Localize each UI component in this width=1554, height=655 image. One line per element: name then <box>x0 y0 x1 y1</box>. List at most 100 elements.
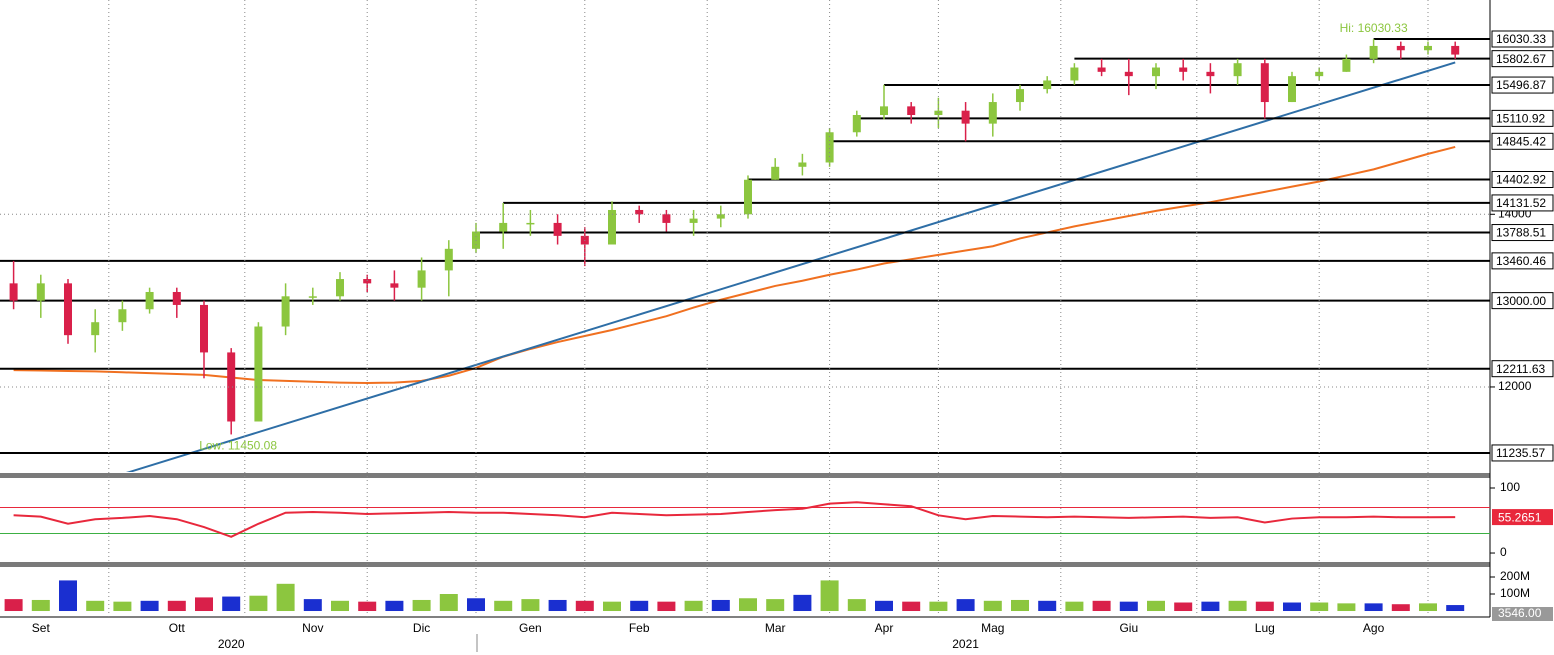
candle-body <box>961 110 970 124</box>
level-label-box <box>1491 292 1554 310</box>
level-label-box <box>1491 50 1554 68</box>
volume-bar <box>575 600 594 612</box>
volume-bar <box>684 600 703 612</box>
level-label: 14402.92 <box>1496 173 1546 187</box>
candle-body <box>336 279 344 297</box>
candle-body <box>499 222 508 232</box>
x-tick-label: Apr <box>875 621 894 635</box>
x-tick-label: Ott <box>169 621 186 635</box>
volume-bar <box>1283 602 1301 612</box>
volume-bar <box>1119 601 1138 612</box>
volume-bar <box>4 599 23 612</box>
candle-body <box>444 248 453 271</box>
volume-bar <box>766 599 785 612</box>
candle-body <box>1451 45 1460 55</box>
price-panel: Hi: 16030.33 Low: 11450.08 <box>0 21 1490 472</box>
volume-bar <box>1038 600 1057 612</box>
level-label-box <box>1491 76 1554 94</box>
rsi-tick-label: 0 <box>1500 545 1507 559</box>
level-label: 15496.87 <box>1496 78 1546 92</box>
candle-body <box>308 296 317 298</box>
volume-bar <box>711 599 730 612</box>
volume-bar <box>385 600 404 612</box>
x-tick-label: Set <box>32 621 51 635</box>
candle-body <box>1260 63 1269 103</box>
volume-bar <box>140 600 159 612</box>
candle-body <box>825 132 834 163</box>
volume-last-box <box>1492 607 1553 621</box>
candle-body <box>798 162 807 167</box>
candle-body <box>1396 45 1405 51</box>
volume-bar <box>548 599 567 612</box>
candle-body <box>1179 67 1188 72</box>
level-label: 13000.00 <box>1496 294 1546 308</box>
volume-bar <box>59 580 77 612</box>
candle-body <box>363 279 372 284</box>
volume-bar <box>412 599 431 612</box>
volume-bar <box>657 601 676 612</box>
x-tick-label: Feb <box>629 621 650 635</box>
panel-divider <box>0 473 1490 478</box>
candle-body <box>635 209 644 215</box>
volume-bar <box>31 599 50 612</box>
volume-bar <box>1201 601 1220 612</box>
level-label-box <box>1491 30 1554 48</box>
x-group-label: 2020 <box>218 637 245 651</box>
volume-bar <box>1092 600 1111 612</box>
volume-bar <box>195 597 213 612</box>
level-label: 14131.52 <box>1496 196 1546 210</box>
volume-bar <box>1419 603 1437 612</box>
candle-body <box>771 166 780 180</box>
candle-body <box>281 296 290 327</box>
candle-body <box>145 291 154 310</box>
candle-body <box>254 326 263 422</box>
volume-bar <box>1228 600 1247 612</box>
candle-body <box>1288 76 1296 103</box>
volume-bar <box>494 600 513 612</box>
candle-body <box>172 291 181 305</box>
x-tick-label: Mar <box>765 621 786 635</box>
volume-bar <box>467 598 485 612</box>
volume-bar <box>1310 602 1329 612</box>
candle-body <box>744 179 752 215</box>
volume-bar <box>331 600 349 612</box>
candle-body <box>526 222 535 225</box>
level-label: 13460.46 <box>1496 254 1546 268</box>
volume-bar <box>630 600 649 612</box>
volume-bar <box>1364 603 1383 612</box>
candle-body <box>1342 58 1351 72</box>
candle-body <box>662 214 671 223</box>
candle-body <box>608 209 616 245</box>
level-label: 15110.92 <box>1496 112 1545 126</box>
candle-body <box>1016 89 1024 103</box>
level-label: 11235.57 <box>1496 446 1545 460</box>
level-label: 15802.67 <box>1496 52 1546 66</box>
candle-body <box>1315 71 1324 77</box>
candle-body <box>880 106 888 115</box>
level-label-box <box>1491 109 1554 127</box>
level-label-box <box>1491 360 1554 378</box>
volume-bar <box>929 601 948 612</box>
panel-divider <box>0 562 1490 567</box>
volume-bar <box>521 599 540 612</box>
y-tick-label: 12000 <box>1498 379 1532 393</box>
candle-body <box>36 283 45 301</box>
high-annotation: Hi: 16030.33 <box>1340 21 1408 35</box>
volume-bar <box>1065 601 1084 612</box>
volume-bar <box>249 595 268 612</box>
x-tick-label: Lug <box>1255 621 1275 635</box>
candle-body <box>1152 67 1160 77</box>
candle-body <box>1070 67 1079 81</box>
volume-bar <box>303 599 322 612</box>
level-label: 13788.51 <box>1496 226 1546 240</box>
volume-bar <box>358 601 377 612</box>
volume-bar <box>793 594 812 612</box>
volume-bar <box>1446 605 1465 612</box>
level-label-box <box>1491 252 1554 270</box>
volume-bar <box>1147 600 1165 612</box>
candle-body <box>390 283 399 288</box>
rsi-line <box>13 501 1456 538</box>
volume-bar <box>603 601 621 612</box>
candle-body <box>1369 45 1378 59</box>
